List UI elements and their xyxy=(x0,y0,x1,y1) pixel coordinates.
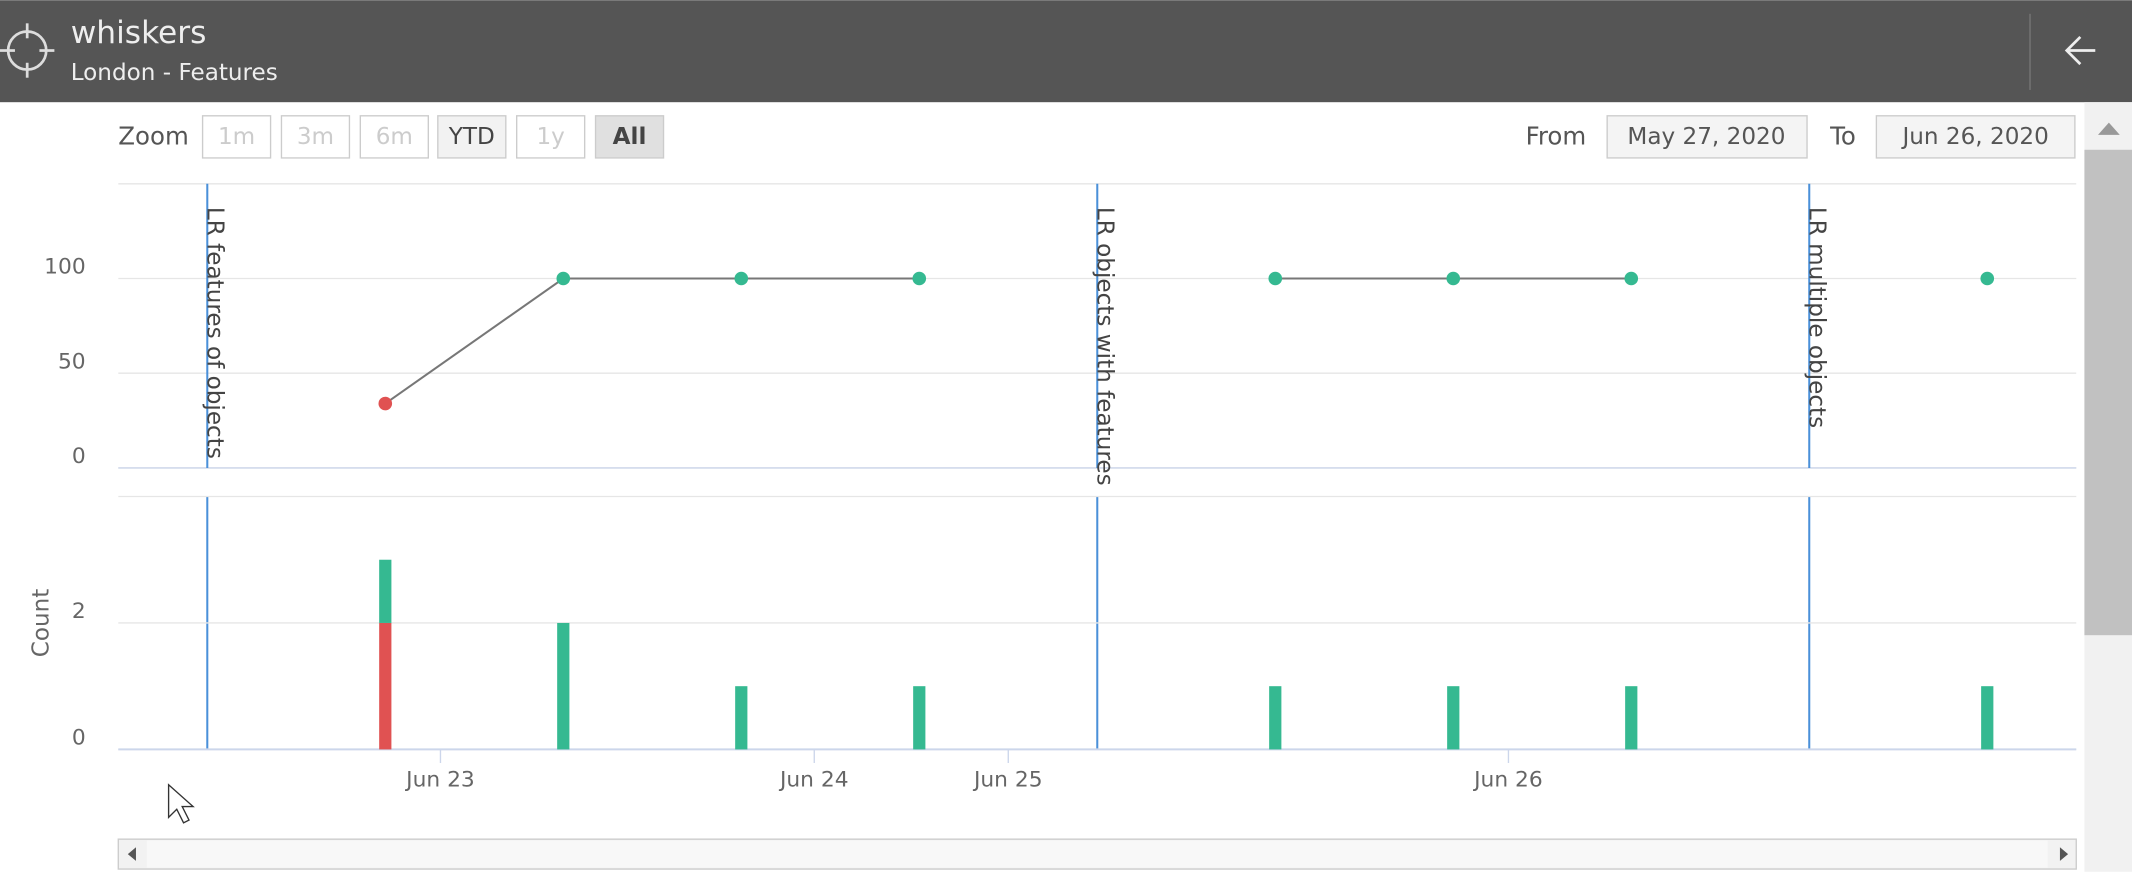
from-value[interactable]: May 27, 2020 xyxy=(1627,124,1785,150)
zoom-button xyxy=(280,115,351,159)
bar[interactable] xyxy=(1981,686,1994,750)
zoom-button xyxy=(516,115,586,159)
bar[interactable] xyxy=(1625,686,1638,750)
data-point[interactable] xyxy=(912,271,927,286)
x-tick-label: Jun 23 xyxy=(404,768,475,793)
zoom-button xyxy=(359,115,429,159)
y-axis-label: Count xyxy=(29,589,55,658)
bar[interactable] xyxy=(379,622,392,750)
x-tick-label: Jun 26 xyxy=(1472,768,1543,793)
zoom-label: Zoom xyxy=(118,122,189,151)
bar[interactable] xyxy=(1269,686,1282,750)
zoom-button[interactable] xyxy=(594,115,665,159)
zoom-button-label[interactable]: All xyxy=(613,124,647,150)
back-arrow[interactable] xyxy=(2064,35,2096,66)
zoom-button-label: 3m xyxy=(297,124,334,150)
zoom-button[interactable] xyxy=(437,115,507,159)
x-tick-label: Jun 24 xyxy=(778,768,849,793)
crosshair-icon[interactable] xyxy=(0,23,55,78)
bar[interactable] xyxy=(557,622,570,750)
bar[interactable] xyxy=(379,559,392,623)
flag-label: LR objects with features xyxy=(1092,207,1118,486)
flag-label: LR multiple objects xyxy=(1804,207,1830,428)
y-tick-label: 0 xyxy=(72,444,86,469)
to-label: To xyxy=(1829,122,1856,151)
data-point[interactable] xyxy=(1624,271,1639,286)
zoom-button-label: 1y xyxy=(536,124,564,150)
cursor xyxy=(167,783,195,824)
data-point[interactable] xyxy=(556,271,571,286)
header-bar xyxy=(0,0,2132,103)
flag-label: LR features of objects xyxy=(202,207,228,459)
y-tick-label: 2 xyxy=(72,599,86,624)
v-scroll-thumb[interactable] xyxy=(2084,149,2132,636)
h-scroll-thumb[interactable] xyxy=(146,840,2048,868)
plot-area: 0 50 100 LR features of objects LR objects w… xyxy=(29,183,2077,793)
data-point[interactable] xyxy=(1980,271,1995,286)
x-tick-label: Jun 25 xyxy=(972,768,1043,793)
y-tick-label: 100 xyxy=(44,255,86,280)
zoom-button-label[interactable]: YTD xyxy=(448,124,495,150)
y-tick-label: 50 xyxy=(58,349,86,374)
scroll-left[interactable] xyxy=(127,847,136,861)
bar[interactable] xyxy=(1447,686,1460,750)
data-point[interactable] xyxy=(1446,271,1461,286)
zoom-button-label: 6m xyxy=(376,124,413,150)
bar[interactable] xyxy=(735,686,748,750)
data-point[interactable] xyxy=(378,396,393,411)
zoom-button-label: 1m xyxy=(218,124,255,150)
app-subtitle: London - Features xyxy=(71,60,278,86)
to-value[interactable]: Jun 26, 2020 xyxy=(1900,124,2048,150)
bar[interactable] xyxy=(913,686,926,750)
y-tick-label: 0 xyxy=(72,726,86,751)
zoom-buttons: 1m 3m 6m YTD 1y All xyxy=(201,115,665,159)
data-point[interactable] xyxy=(734,271,749,286)
to-input[interactable] xyxy=(1875,115,2076,159)
from-input[interactable] xyxy=(1606,115,1808,159)
series-line xyxy=(384,277,920,405)
scroll-right[interactable] xyxy=(2059,847,2069,861)
from-label: From xyxy=(1526,122,1587,151)
data-point[interactable] xyxy=(1268,271,1283,286)
zoom-button xyxy=(201,115,272,159)
app-title: whiskers xyxy=(71,15,207,51)
scroll-up[interactable] xyxy=(2098,122,2120,135)
